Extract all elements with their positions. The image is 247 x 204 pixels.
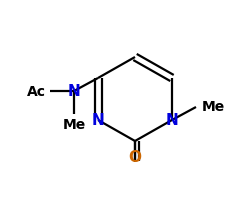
Text: N: N [166, 113, 178, 128]
Text: Me: Me [202, 100, 225, 113]
Text: O: O [128, 149, 142, 164]
Text: N: N [68, 84, 80, 99]
Text: Me: Me [62, 118, 86, 131]
Text: N: N [92, 113, 104, 128]
Text: Ac: Ac [27, 85, 46, 99]
